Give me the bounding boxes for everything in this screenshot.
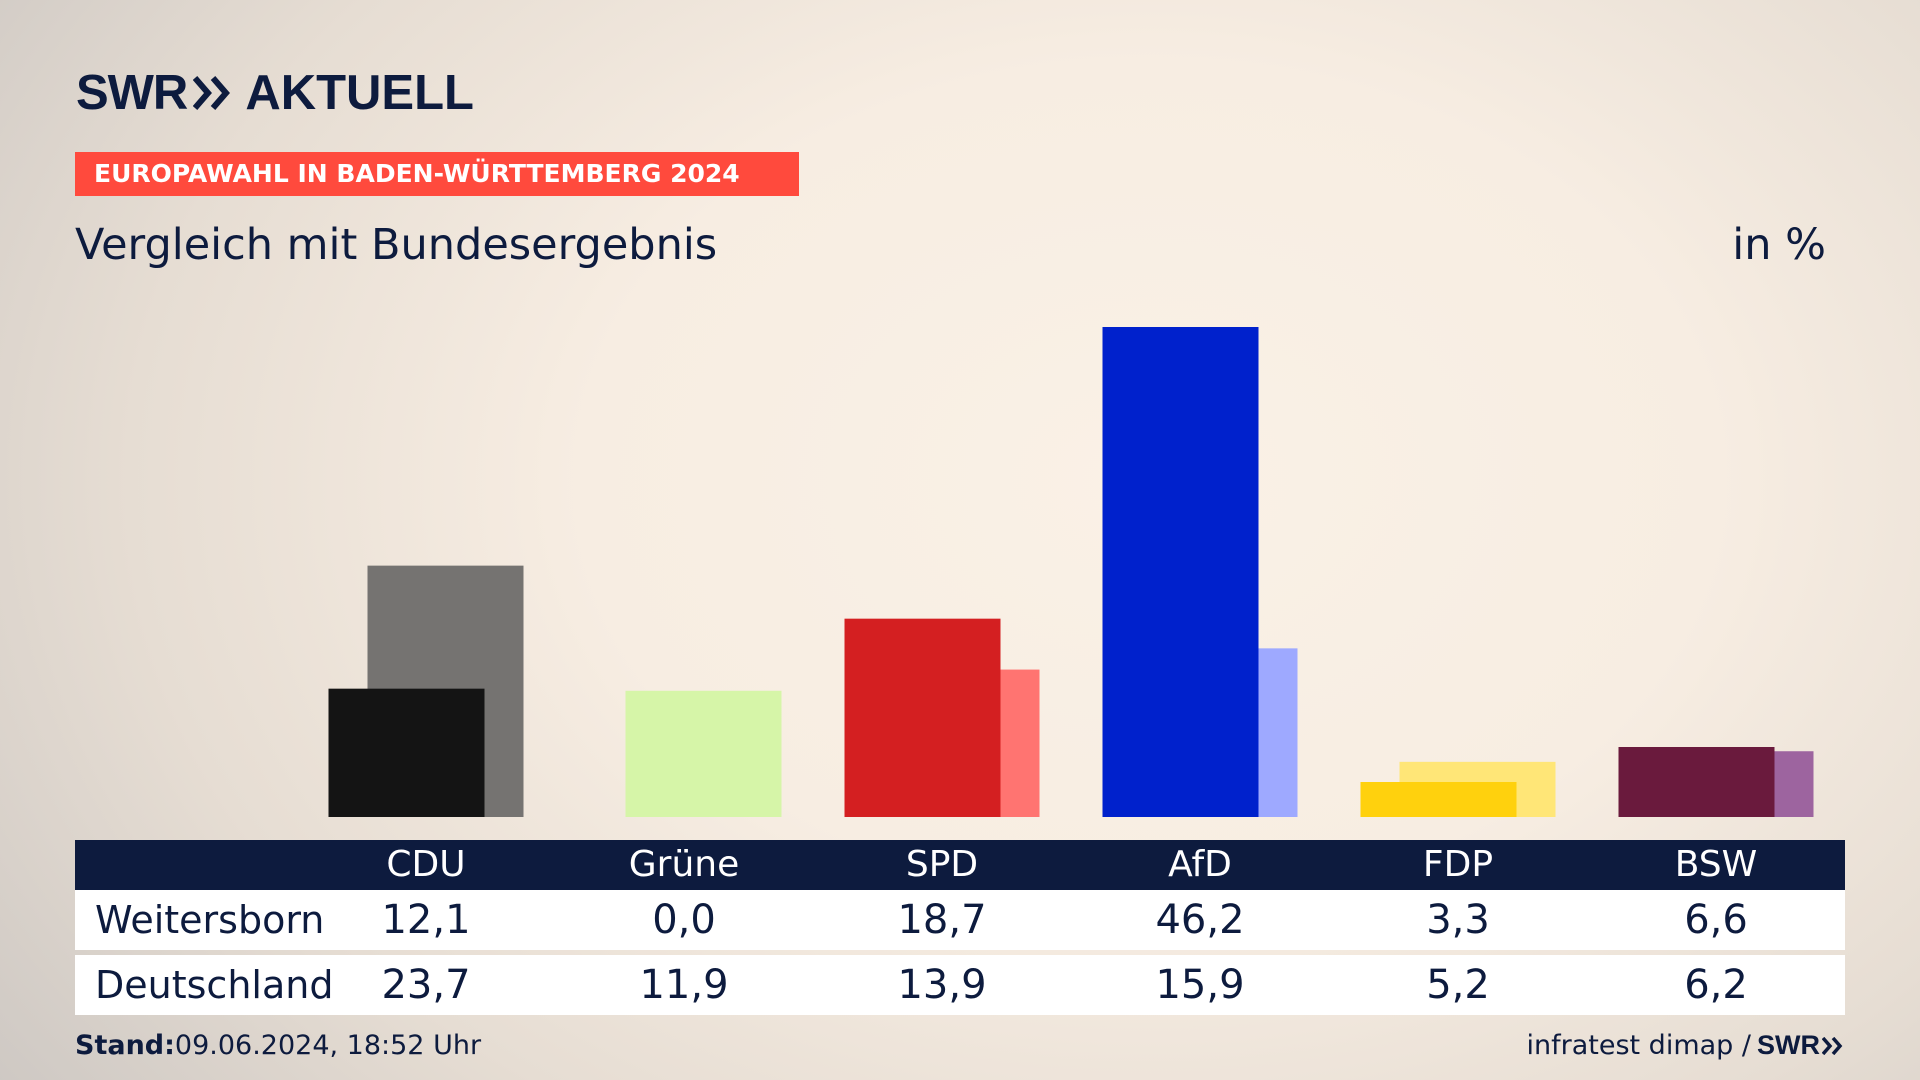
column-header-cdu: CDU — [386, 844, 466, 885]
value-cell-spd: 13,9 — [897, 962, 987, 1008]
table-row-national: Deutschland 23,7 11,9 13,9 15,9 5,2 6,2 — [75, 955, 1845, 1015]
source-credit: infratest dimap / SWR — [1526, 1030, 1844, 1061]
unit-label: in % — [1732, 220, 1826, 270]
footer-swr-logo: SWR — [1757, 1030, 1820, 1060]
column-header-spd: SPD — [905, 844, 979, 885]
value-cell-bsw: 6,2 — [1684, 962, 1748, 1008]
logo-swr-text: SWR — [76, 66, 188, 120]
footer-chevron-icon — [1822, 1036, 1843, 1055]
election-banner: EUROPAWAHL IN BADEN-WÜRTTEMBERG 2024 — [75, 152, 799, 196]
value-cell-grune: 11,9 — [639, 962, 729, 1008]
row-label-national: Deutschland — [95, 963, 334, 1007]
logo-aktuell-text: AKTUELL — [245, 66, 474, 120]
stand-value: 09.06.2024, 18:52 Uhr — [174, 1030, 482, 1061]
source-text: infratest dimap / — [1526, 1030, 1751, 1061]
value-cell-cdu: 12,1 — [381, 897, 471, 943]
timestamp: Stand:09.06.2024, 18:52 Uhr — [75, 1030, 481, 1061]
chart-subtitle: Vergleich mit Bundesergebnis — [75, 220, 718, 270]
row-label-local: Weitersborn — [95, 898, 325, 942]
bar-chart — [328, 327, 1814, 817]
value-cell-fdp: 3,3 — [1426, 897, 1490, 943]
value-cell-afd: 15,9 — [1155, 962, 1245, 1008]
bar-bsw-weitersborn — [1618, 747, 1775, 817]
value-cell-fdp: 5,2 — [1426, 962, 1490, 1008]
value-cell-afd: 46,2 — [1155, 897, 1245, 943]
table-header: CDU Grüne SPD AfD FDP BSW — [75, 840, 1845, 890]
double-chevron-icon — [193, 76, 231, 110]
value-cell-spd: 18,7 — [897, 897, 987, 943]
value-cell-grune: 0,0 — [652, 897, 716, 943]
value-cell-bsw: 6,6 — [1684, 897, 1748, 943]
bar-spd-weitersborn — [844, 618, 1001, 817]
column-header-afd: AfD — [1168, 844, 1232, 885]
bar-cdu-weitersborn — [328, 688, 485, 817]
swr-aktuell-logo: SWR AKTUELL — [76, 66, 474, 120]
bar-afd-weitersborn — [1102, 327, 1259, 817]
table-row-local: Weitersborn 12,1 0,0 18,7 46,2 3,3 6,6 — [75, 890, 1845, 950]
value-cell-cdu: 23,7 — [381, 962, 471, 1008]
bar-fdp-weitersborn — [1360, 782, 1517, 817]
column-header-grune: Grüne — [628, 844, 740, 885]
bar-grune-deutschland — [625, 690, 782, 817]
column-header-bsw: BSW — [1674, 844, 1758, 885]
column-header-fdp: FDP — [1422, 844, 1494, 885]
stand-label: Stand: — [75, 1030, 175, 1061]
